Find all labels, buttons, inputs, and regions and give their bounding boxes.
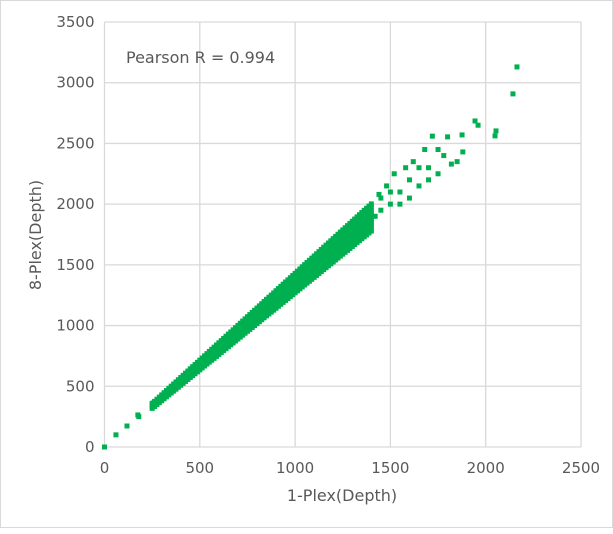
x-axis-label: 1-Plex(Depth) (287, 486, 397, 505)
data-point (460, 149, 466, 155)
data-point (345, 226, 351, 232)
data-point (311, 256, 317, 262)
data-point (426, 177, 432, 183)
data-point (368, 211, 374, 217)
data-point (410, 159, 416, 165)
data-point (306, 260, 312, 266)
data-point (406, 177, 412, 183)
y-tick-label: 2000 (56, 195, 94, 213)
data-point (302, 264, 308, 270)
data-point (340, 239, 346, 245)
data-point (406, 195, 412, 201)
y-tick-label: 500 (66, 377, 95, 395)
x-tick-label: 0 (100, 459, 110, 477)
data-point (159, 394, 165, 400)
data-point (378, 207, 384, 213)
data-point (368, 214, 374, 220)
y-tick-label: 3000 (56, 74, 94, 92)
data-point (354, 234, 360, 240)
data-point (493, 128, 499, 134)
data-point (349, 238, 355, 244)
x-tick-label: 1500 (371, 459, 409, 477)
data-point (368, 201, 374, 207)
data-point (364, 209, 370, 215)
data-point (368, 225, 374, 231)
data-point (459, 132, 465, 138)
data-point (345, 242, 351, 248)
data-point (124, 423, 130, 429)
data-point (354, 217, 360, 223)
data-point (368, 220, 374, 226)
data-point (429, 133, 435, 139)
data-point (514, 64, 520, 70)
data-point (113, 432, 119, 438)
data-point (454, 159, 460, 165)
data-point (492, 133, 498, 139)
data-point (475, 122, 481, 128)
data-point (364, 226, 370, 232)
data-point (354, 226, 360, 232)
data-point (349, 221, 355, 227)
tick-labels: 0 500 1000 1500 2000 2500 0 500 1000 1500 2000 2500… (56, 13, 600, 477)
data-point (359, 213, 365, 219)
data-point (335, 234, 341, 240)
data-points (102, 64, 520, 450)
data-point (368, 228, 374, 234)
data-point (316, 251, 322, 257)
data-point (359, 222, 365, 228)
data-point (397, 201, 403, 207)
data-point (340, 230, 346, 236)
data-point (378, 195, 384, 201)
data-point (368, 208, 374, 214)
x-tick-label: 2500 (562, 459, 600, 477)
data-point (416, 165, 422, 171)
data-point (376, 191, 382, 197)
data-point (340, 246, 346, 252)
data-point (397, 189, 403, 195)
data-point (325, 243, 331, 249)
data-point (445, 134, 451, 140)
data-point (426, 165, 432, 171)
data-point (330, 239, 336, 245)
data-point (345, 234, 351, 240)
data-point (368, 217, 374, 223)
data-point (102, 444, 107, 450)
data-point (372, 213, 378, 219)
y-tick-label: 1500 (56, 256, 94, 274)
data-point (368, 204, 374, 210)
data-point (510, 91, 516, 97)
gridlines (103, 21, 582, 448)
data-point (435, 171, 441, 177)
data-point (472, 118, 478, 124)
data-point (136, 414, 142, 420)
data-point (416, 183, 422, 189)
y-tick-label: 1000 (56, 317, 94, 335)
data-point (448, 161, 454, 167)
y-tick-label: 3500 (56, 13, 94, 31)
data-point (359, 230, 365, 236)
data-point (321, 247, 327, 253)
data-point (297, 268, 303, 274)
y-tick-label: 0 (85, 438, 95, 456)
data-point (152, 399, 158, 405)
x-tick-label: 2000 (467, 459, 505, 477)
data-point (364, 218, 370, 224)
y-tick-label: 2500 (56, 134, 94, 152)
data-point (422, 147, 428, 152)
data-point (387, 201, 393, 207)
data-point (441, 153, 447, 159)
data-point (391, 171, 397, 177)
data-point (384, 183, 390, 189)
data-point (387, 189, 393, 195)
x-tick-label: 500 (185, 459, 214, 477)
data-point (349, 230, 355, 236)
data-point (435, 147, 441, 152)
y-axis-label: 8-Plex(Depth) (26, 180, 45, 290)
pearson-annotation: Pearson R = 0.994 (126, 48, 275, 67)
x-tick-label: 1000 (276, 459, 314, 477)
data-point (403, 165, 409, 171)
data-point (368, 222, 374, 228)
